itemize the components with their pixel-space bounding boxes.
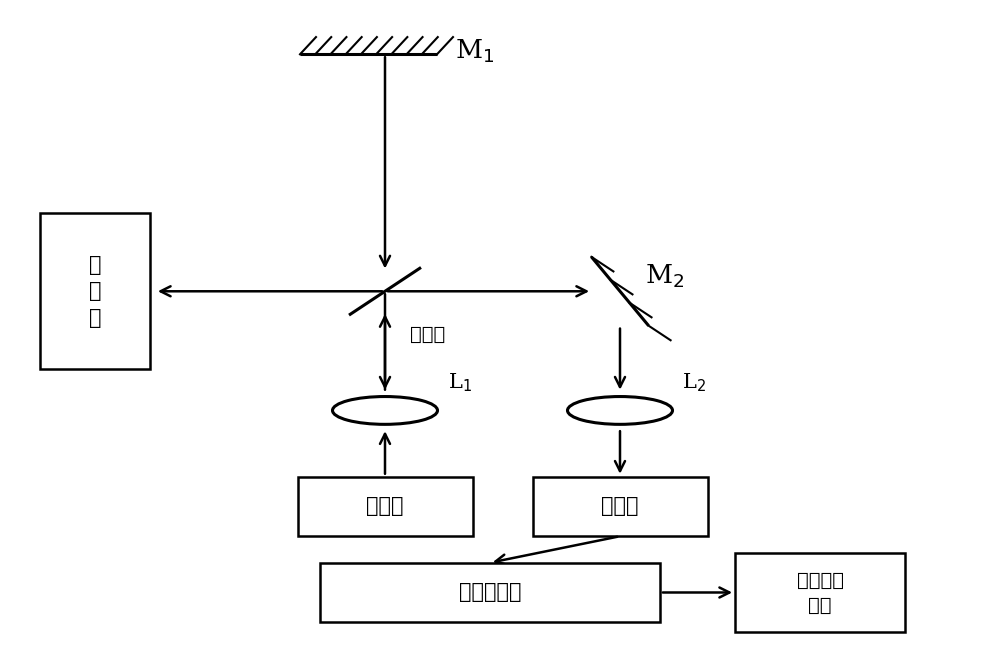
- Text: 被
测
物: 被 测 物: [89, 255, 101, 328]
- Text: 激光器: 激光器: [366, 496, 404, 516]
- Text: L$_2$: L$_2$: [682, 371, 706, 394]
- FancyBboxPatch shape: [532, 477, 708, 536]
- FancyBboxPatch shape: [320, 563, 660, 622]
- Text: L$_1$: L$_1$: [448, 371, 471, 394]
- Text: 数据处理
系统: 数据处理 系统: [796, 571, 844, 614]
- FancyBboxPatch shape: [735, 553, 905, 632]
- Text: 数据采集卡: 数据采集卡: [459, 583, 521, 602]
- Text: 分束器: 分束器: [410, 325, 445, 344]
- Text: M$_2$: M$_2$: [645, 263, 684, 291]
- Text: 探测器: 探测器: [601, 496, 639, 516]
- Text: M$_1$: M$_1$: [455, 38, 494, 66]
- FancyBboxPatch shape: [40, 213, 150, 369]
- FancyBboxPatch shape: [298, 477, 473, 536]
